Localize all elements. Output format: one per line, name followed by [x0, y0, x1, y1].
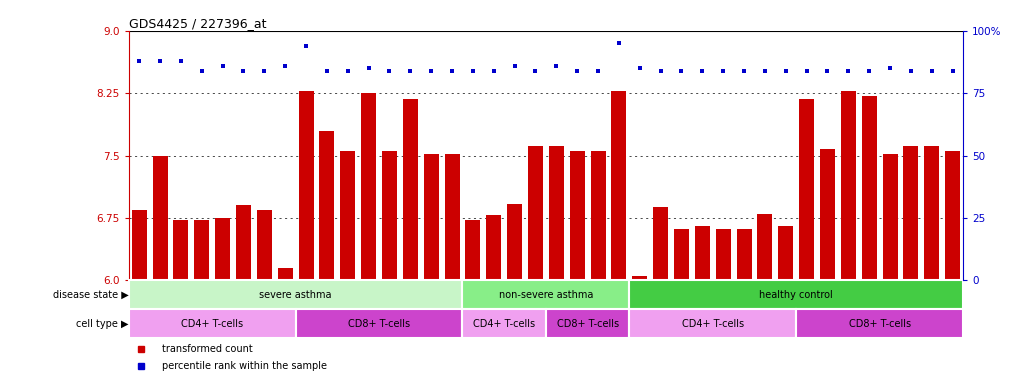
Bar	[382, 151, 397, 384]
Bar	[546, 309, 629, 338]
Bar	[779, 226, 793, 384]
Text: GDS4425 / 227396_at: GDS4425 / 227396_at	[129, 17, 266, 30]
Bar	[883, 154, 897, 384]
Bar	[528, 146, 543, 384]
Bar	[129, 280, 462, 309]
Bar	[340, 151, 355, 384]
Bar	[674, 229, 689, 384]
Bar	[129, 309, 296, 338]
Bar	[796, 309, 963, 338]
Text: disease state ▶: disease state ▶	[53, 290, 129, 300]
Text: CD8+ T-cells: CD8+ T-cells	[348, 318, 410, 329]
Bar	[319, 131, 335, 384]
Text: CD4+ T-cells: CD4+ T-cells	[473, 318, 536, 329]
Bar	[195, 220, 209, 384]
Text: severe asthma: severe asthma	[260, 290, 332, 300]
Bar	[695, 226, 710, 384]
Bar	[590, 151, 606, 384]
Bar	[736, 229, 752, 384]
Bar	[840, 91, 856, 384]
Bar	[946, 151, 960, 384]
Bar	[549, 146, 563, 384]
Bar	[486, 215, 502, 384]
Bar	[152, 156, 168, 384]
Bar	[799, 99, 814, 384]
Bar	[570, 151, 585, 384]
Bar	[296, 309, 462, 338]
Bar	[924, 146, 939, 384]
Bar	[757, 214, 772, 384]
Bar	[445, 154, 459, 384]
Text: CD8+ T-cells: CD8+ T-cells	[556, 318, 619, 329]
Bar	[629, 280, 963, 309]
Text: non-severe asthma: non-severe asthma	[499, 290, 593, 300]
Bar	[862, 96, 877, 384]
Bar	[236, 205, 251, 384]
Text: cell type ▶: cell type ▶	[76, 318, 129, 329]
Bar	[612, 91, 626, 384]
Text: transformed count: transformed count	[162, 344, 253, 354]
Bar	[215, 218, 230, 384]
Text: CD4+ T-cells: CD4+ T-cells	[682, 318, 744, 329]
Bar	[462, 309, 546, 338]
Bar	[466, 220, 480, 384]
Bar	[820, 149, 835, 384]
Bar	[173, 220, 188, 384]
Text: CD4+ T-cells: CD4+ T-cells	[181, 318, 243, 329]
Bar	[507, 204, 522, 384]
Bar	[632, 276, 647, 384]
Text: percentile rank within the sample: percentile rank within the sample	[162, 361, 328, 371]
Bar	[132, 210, 146, 384]
Bar	[278, 268, 293, 384]
Bar	[423, 154, 439, 384]
Text: healthy control: healthy control	[759, 290, 833, 300]
Bar	[716, 229, 730, 384]
Bar	[299, 91, 313, 384]
Text: CD8+ T-cells: CD8+ T-cells	[849, 318, 911, 329]
Bar	[903, 146, 919, 384]
Bar	[653, 207, 668, 384]
Bar	[256, 210, 272, 384]
Bar	[462, 280, 629, 309]
Bar	[362, 93, 376, 384]
Bar	[403, 99, 418, 384]
Bar	[629, 309, 796, 338]
